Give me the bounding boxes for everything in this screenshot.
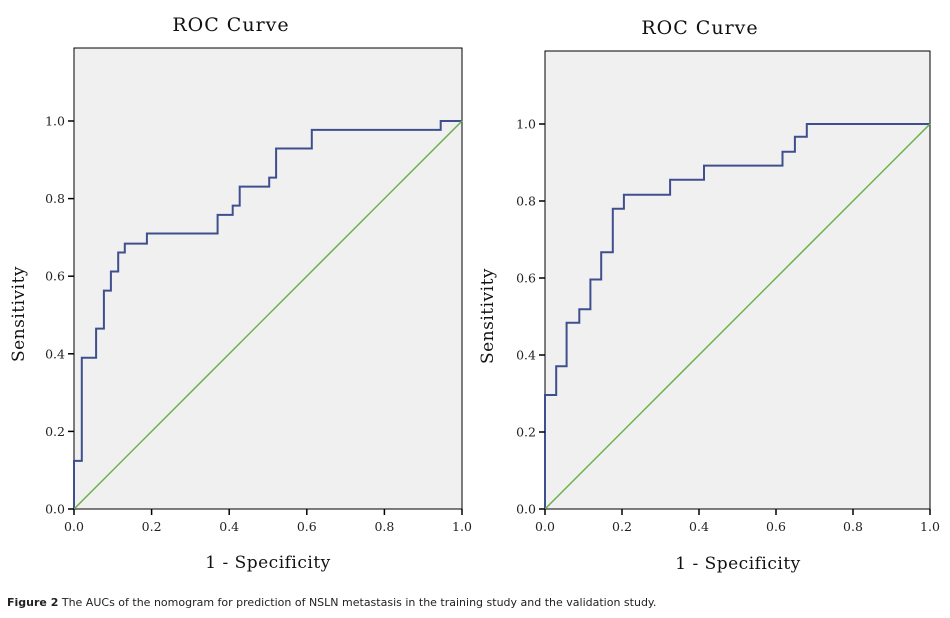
roc-curve-line: [544, 123, 930, 509]
x-axis-label: 1 - Specificity: [205, 553, 331, 573]
y-tick-label: 0.6: [45, 269, 65, 284]
x-tick-label: 0.0: [64, 519, 84, 534]
figure-caption: Figure 2 The AUCs of the nomogram for pr…: [7, 596, 656, 609]
caption-text: The AUCs of the nomogram for prediction …: [58, 596, 657, 609]
y-tick-label: 0.0: [45, 502, 65, 517]
roc-panel-training: ROC Curve 0.0 0.2 0.4 0.6 0.8 1.0 0.0 0.2 0.4 0.…: [9, 14, 472, 573]
reference-diagonal-line: [73, 120, 463, 510]
y-tick-label: 1.0: [516, 117, 536, 132]
x-tick-label: 0.2: [612, 519, 632, 534]
x-tick-label: 0.0: [535, 519, 555, 534]
x-axis-label: 1 - Specificity: [675, 554, 801, 574]
plot-area: [73, 47, 463, 510]
y-tick-label: 0.2: [45, 424, 65, 439]
y-tick-label: 0.8: [45, 191, 65, 206]
plot-area: [544, 50, 931, 510]
y-tick-label: 0.8: [516, 194, 536, 209]
y-axis-label: Sensitivity: [9, 266, 29, 362]
x-tick-label: 0.8: [374, 519, 394, 534]
roc-panel-validation: ROC Curve 0.0 0.2 0.4 0.6 0.8 1.0 0.0 0.2 0.4 0.…: [478, 17, 940, 574]
y-tick-label: 0.2: [516, 425, 536, 440]
reference-diagonal-line: [544, 123, 931, 510]
y-axis-label: Sensitivity: [478, 268, 498, 364]
figure-label: Figure 2: [7, 596, 59, 609]
x-tick-label: 0.6: [297, 519, 317, 534]
x-tick-label: 0.4: [219, 519, 239, 534]
chart-title: ROC Curve: [172, 14, 289, 36]
y-tick-label: 0.0: [516, 502, 536, 517]
x-tick-label: 0.6: [766, 519, 786, 534]
y-tick-label: 1.0: [45, 114, 65, 129]
y-tick-label: 0.6: [516, 271, 536, 286]
x-tick-label: 1.0: [920, 519, 940, 534]
roc-curve-line: [73, 120, 462, 509]
x-tick-label: 1.0: [452, 519, 472, 534]
x-tick-label: 0.4: [689, 519, 709, 534]
y-tick-label: 0.4: [45, 346, 65, 361]
y-tick-label: 0.4: [516, 348, 536, 363]
chart-title: ROC Curve: [641, 17, 758, 39]
x-tick-label: 0.2: [142, 519, 162, 534]
x-tick-label: 0.8: [843, 519, 863, 534]
